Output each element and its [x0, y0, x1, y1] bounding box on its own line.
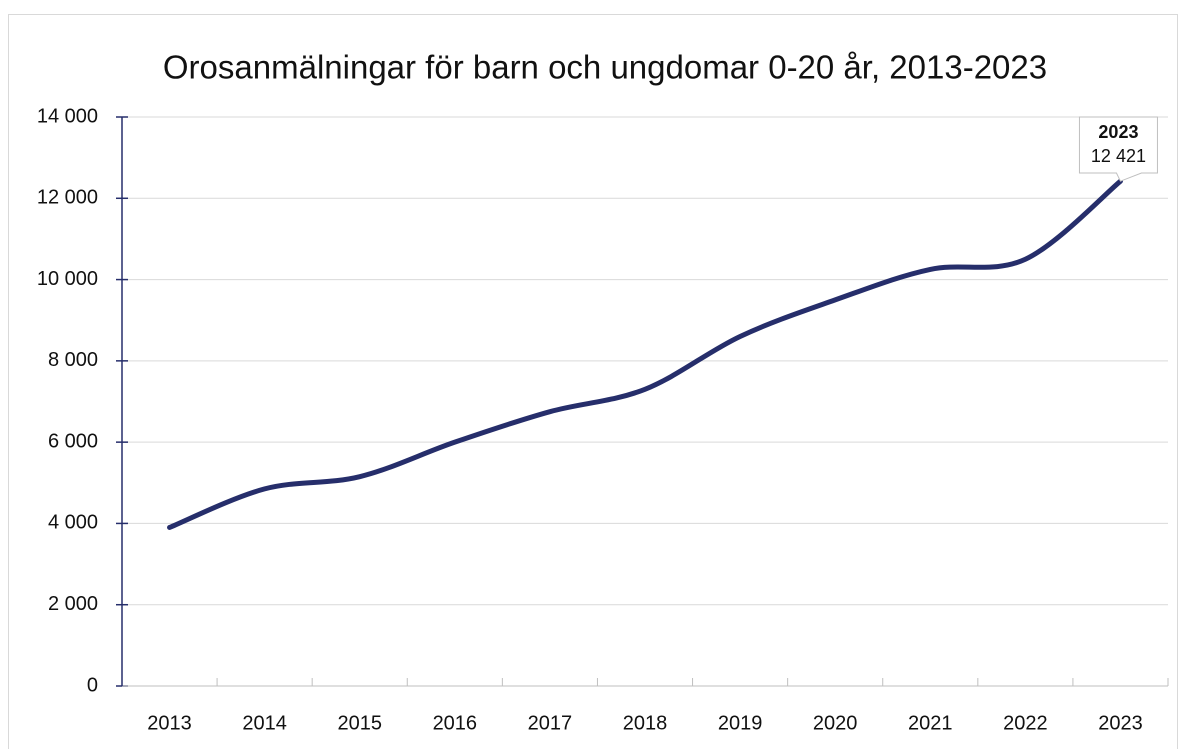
y-tick-label: 10 000 [37, 268, 98, 290]
x-tick-label: 2013 [147, 712, 192, 734]
data-label: 12 421 [1091, 146, 1146, 166]
x-tick-label: 2021 [908, 712, 953, 734]
y-tick-label: 8 000 [48, 349, 98, 371]
x-tick-label: 2016 [433, 712, 478, 734]
x-tick-label: 2020 [813, 712, 858, 734]
x-tick-label: 2015 [337, 712, 382, 734]
y-tick-label: 0 [87, 674, 98, 696]
data-line [167, 178, 1123, 530]
x-tick-label: 2023 [1098, 712, 1143, 734]
chart-frame [8, 14, 1178, 749]
x-tick-label: 2018 [623, 712, 668, 734]
y-tick-label: 14 000 [37, 105, 98, 127]
y-tick-label: 12 000 [37, 187, 98, 209]
x-tick-label: 2022 [1003, 712, 1048, 734]
x-tick-label: 2017 [528, 712, 573, 734]
y-tick-label: 6 000 [48, 430, 98, 452]
chart-title: Orosanmälningar för barn och ungdomar 0-… [163, 49, 1047, 86]
callout-category: 2023 [1098, 122, 1138, 142]
y-tick-label: 4 000 [48, 512, 98, 534]
y-tick-label: 2 000 [48, 593, 98, 615]
x-tick-label: 2014 [242, 712, 287, 734]
callout [1078, 116, 1158, 182]
x-tick-label: 2019 [718, 712, 763, 734]
